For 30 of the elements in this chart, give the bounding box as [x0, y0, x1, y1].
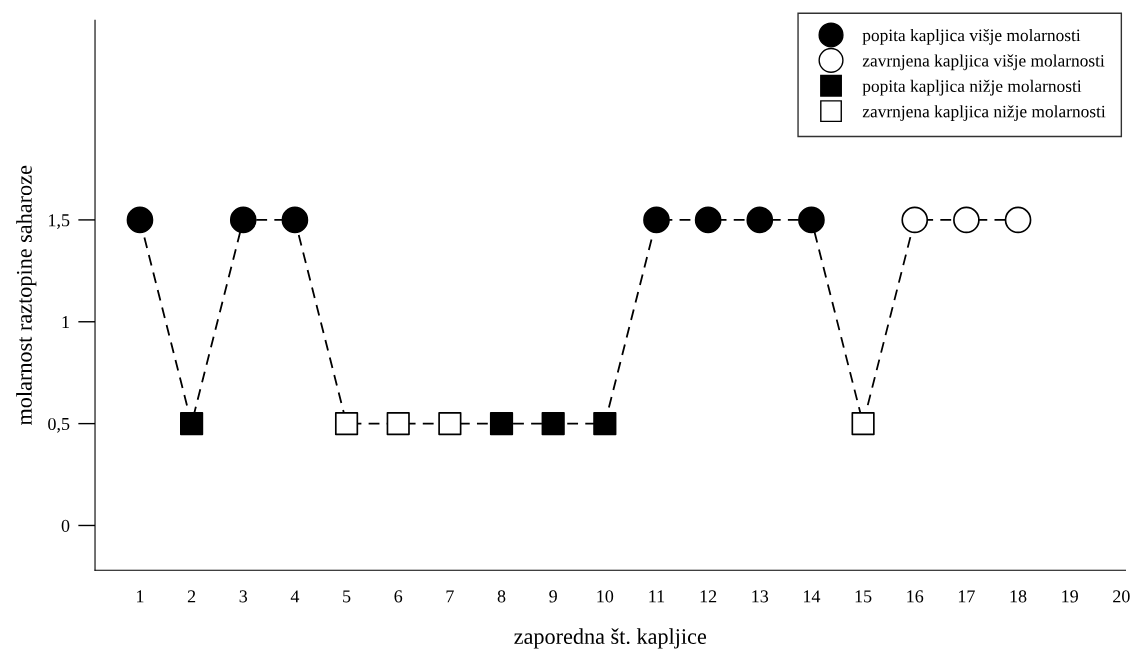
y-tick-label: 1: [62, 316, 69, 329]
x-tick-label: 10: [597, 590, 614, 603]
y-tick-label: 0,5: [48, 417, 70, 433]
x-tick-label: 16: [907, 590, 924, 603]
x-tick-label: 3: [239, 590, 248, 603]
x-tick-label: 17: [958, 590, 975, 603]
x-tick-label: 8: [497, 590, 506, 603]
x-tick-label: 11: [649, 590, 665, 603]
x-tick-label: 20: [1113, 590, 1130, 603]
y-tick-label: 1,5: [49, 214, 70, 229]
x-tick-label: 13: [752, 590, 769, 603]
x-tick-label: 15: [855, 590, 872, 603]
x-tick-label: 1: [137, 590, 144, 603]
legend-label: popita kapljica višje molarnosti: [862, 28, 1081, 45]
legend-label: zavrnjena kapljica nižje molarnosti: [862, 105, 1106, 121]
legend-label: zavrnjena kapljica višje molarnosti: [862, 54, 1105, 71]
x-tick-label: 18: [1010, 590, 1027, 603]
x-tick-label: 19: [1062, 590, 1078, 603]
x-tick-label: 5: [343, 590, 351, 603]
x-tick-label: 12: [700, 590, 717, 603]
x-tick-label: 4: [290, 590, 300, 603]
x-tick-label: 2: [187, 590, 196, 603]
x-tick-label: 6: [394, 590, 403, 603]
x-tick-label: 9: [549, 590, 557, 603]
x-tick-label: 14: [804, 590, 821, 603]
x-axis-title: zaporedna št. kapljice: [514, 628, 707, 649]
y-tick-label: 0: [61, 519, 70, 532]
x-tick-label: 7: [446, 590, 454, 603]
y-axis-title: molarnost raztopine saharoze: [16, 165, 37, 426]
legend-label: popita kapljica nižje molarnosti: [862, 79, 1082, 96]
